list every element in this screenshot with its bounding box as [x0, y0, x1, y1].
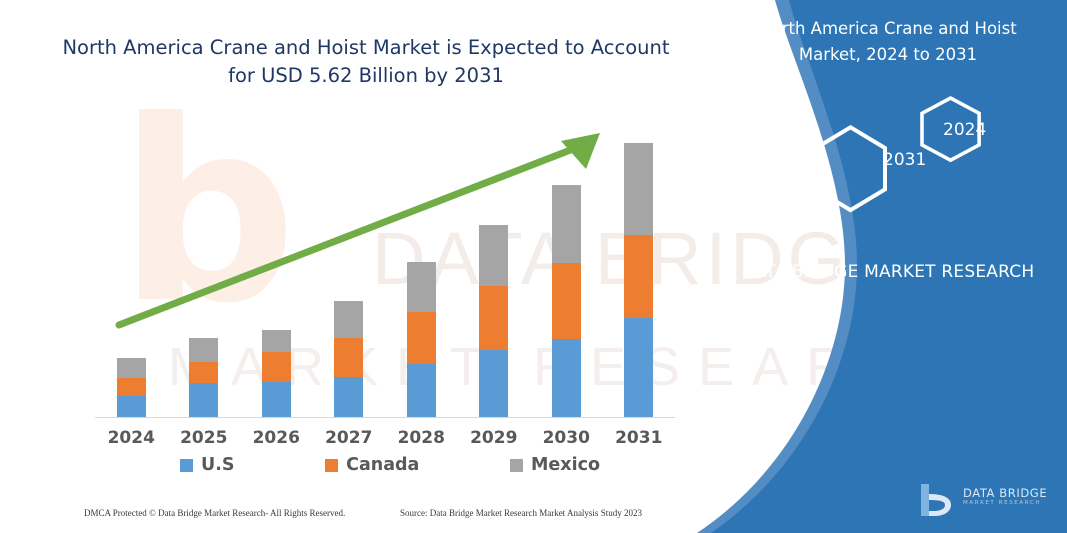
bar-segment-mexico	[189, 338, 219, 362]
bar-segment-canada	[406, 312, 436, 364]
bar-segment-canada	[334, 338, 364, 377]
legend-label: Mexico	[531, 455, 600, 475]
brand-panel: North America Crane and Hoist Market, 20…	[697, 0, 1067, 533]
x-axis-line	[95, 417, 675, 418]
brand-name: DATA BRIDGE MARKET RESEARCH	[741, 262, 1035, 282]
bar-segment-us	[116, 396, 146, 417]
bar-stack	[479, 225, 509, 417]
bar-stack	[334, 301, 364, 417]
bar-segment-us	[479, 350, 509, 417]
chart-panel: North America Crane and Hoist Market is …	[62, 36, 675, 518]
legend-item-mexico[interactable]: Mexico	[510, 455, 600, 475]
legend-label: Canada	[346, 455, 420, 475]
bar-segment-mexico	[116, 358, 146, 378]
bar-column-2026	[240, 130, 313, 417]
x-axis-label-2028: 2028	[397, 428, 445, 448]
bar-stack	[624, 143, 654, 417]
bar-column-2028	[385, 130, 458, 417]
bar-column-2024	[95, 130, 168, 417]
bar-segment-us	[551, 339, 581, 417]
x-axis-label-2024: 2024	[107, 428, 155, 448]
logo-mark-icon	[921, 484, 951, 516]
brand-logo: DATA BRIDGE MARKET RESEARCH	[915, 480, 1055, 520]
bar-stack	[116, 358, 146, 417]
x-axis-label-2025: 2025	[180, 428, 228, 448]
bar-column-2031	[603, 130, 676, 417]
chart-title: North America Crane and Hoist Market is …	[62, 36, 670, 87]
bar-segment-us	[406, 364, 436, 417]
bar-column-2025	[168, 130, 241, 417]
bar-segment-us	[334, 377, 364, 417]
chart-plot-area	[95, 130, 675, 418]
x-axis-label-2026: 2026	[252, 428, 300, 448]
bar-segment-us	[261, 382, 291, 417]
bar-stack	[406, 262, 436, 417]
footer-source: Source: Data Bridge Market Research Mark…	[400, 508, 642, 518]
legend-swatch-icon	[180, 458, 193, 472]
legend-swatch-icon	[510, 458, 524, 472]
x-axis-label-2029: 2029	[470, 428, 518, 448]
x-axis-labels: 2024 2025 2026 2027 2028 2029 2030 2031	[95, 428, 675, 448]
logo-text-main: DATA BRIDGE	[963, 486, 1048, 500]
hexagon-group: 2024 2031	[757, 90, 1057, 215]
chart-legend: U.S Canada Mexico	[95, 455, 675, 475]
bar-column-2029	[458, 130, 531, 417]
bar-stack	[551, 185, 581, 417]
bar-segment-canada	[624, 235, 654, 318]
x-axis-label-2031: 2031	[615, 428, 663, 448]
legend-swatch-icon	[325, 458, 339, 472]
bar-column-2027	[313, 130, 386, 417]
bar-segment-canada	[189, 362, 219, 383]
brand-panel-title: North America Crane and Hoist Market, 20…	[759, 19, 1017, 64]
bar-segment-mexico	[406, 262, 436, 312]
bar-column-2030	[530, 130, 603, 417]
bar-segment-canada	[261, 352, 291, 382]
bar-segment-mexico	[551, 185, 581, 263]
x-axis-label-2030: 2030	[542, 428, 590, 448]
brand-panel-background	[697, 0, 1067, 533]
legend-item-canada[interactable]: Canada	[325, 455, 419, 475]
bar-series-container	[95, 130, 675, 417]
bar-segment-mexico	[624, 143, 654, 235]
footer-copyright: DMCA Protected © Data Bridge Market Rese…	[84, 508, 346, 518]
bar-stack	[261, 330, 291, 417]
bar-segment-mexico	[334, 301, 364, 338]
legend-label: U.S	[201, 455, 235, 475]
hexagon-label-2031: 2031	[883, 150, 927, 170]
legend-item-u-s[interactable]: U.S	[180, 455, 234, 475]
bar-segment-us	[624, 318, 654, 417]
hexagon-label-2024: 2024	[943, 120, 987, 140]
logo-text-sub: MARKET RESEARCH	[963, 500, 1042, 506]
bar-segment-canada	[116, 378, 146, 396]
bar-segment-canada	[551, 263, 581, 339]
bar-segment-mexico	[261, 330, 291, 352]
bar-segment-mexico	[479, 225, 509, 286]
bar-stack	[189, 338, 219, 417]
x-axis-label-2027: 2027	[325, 428, 373, 448]
hexagon-shapes-icon	[813, 95, 981, 213]
bar-segment-us	[189, 383, 219, 417]
bar-segment-canada	[479, 286, 509, 350]
